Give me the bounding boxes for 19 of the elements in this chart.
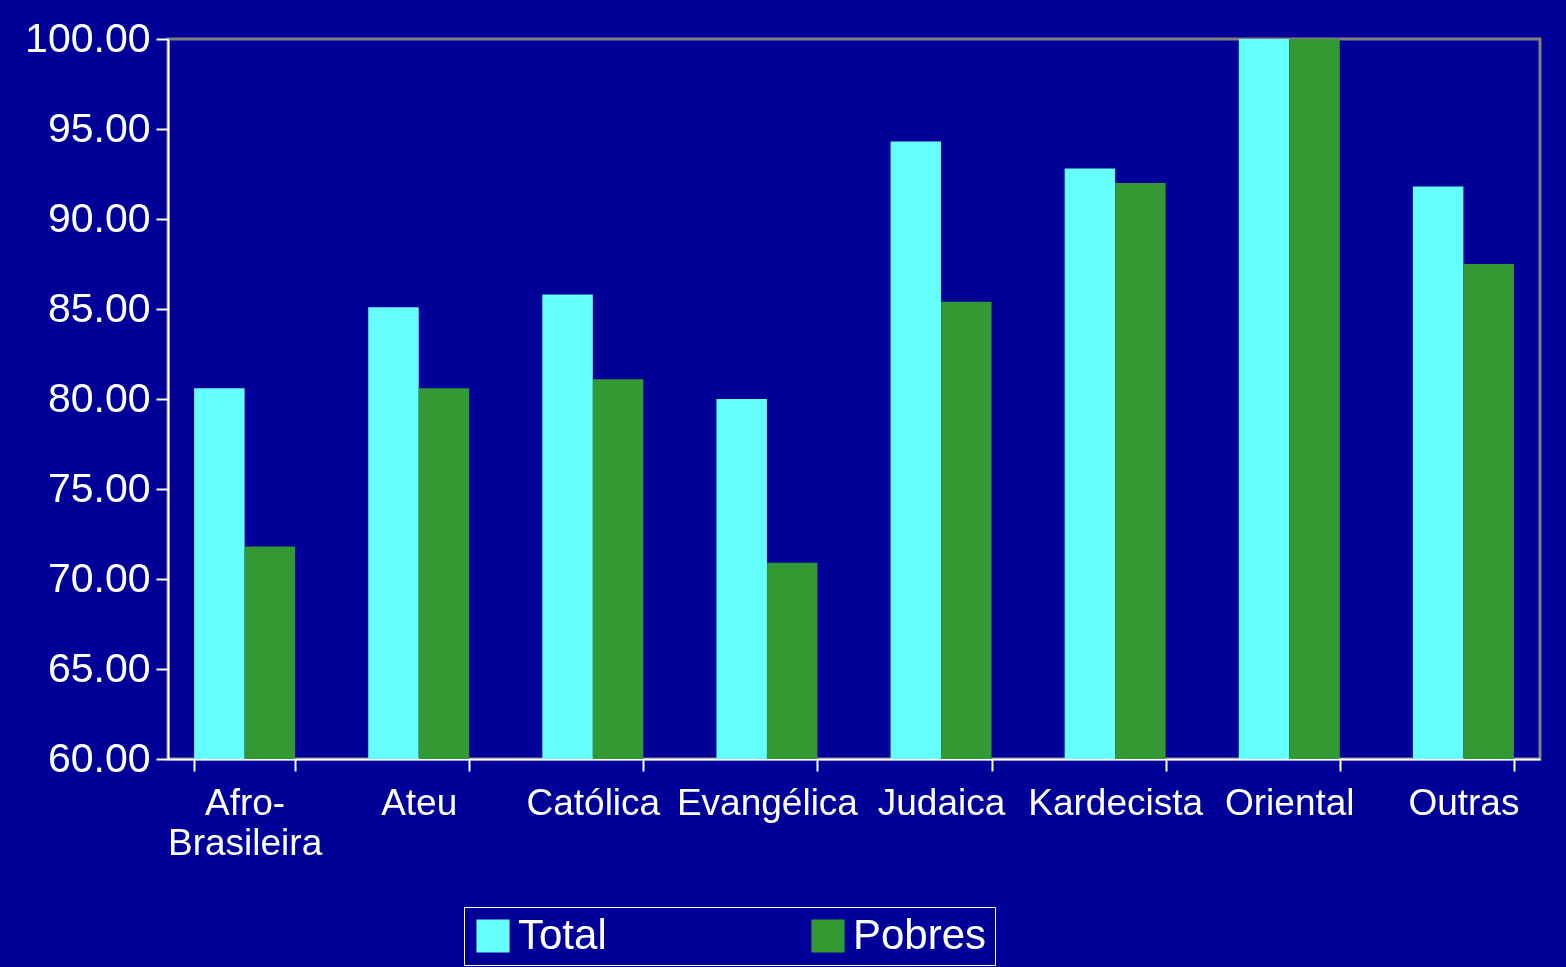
x-tick-label: Afro-Brasileira: [168, 781, 323, 863]
y-tick-label: 70.00: [47, 554, 151, 601]
x-tick-label: Kardecista: [1028, 781, 1204, 823]
legend-label: Total: [518, 911, 607, 958]
y-tick-label: 60.00: [47, 734, 151, 781]
y-tick-label: 100.00: [25, 14, 151, 61]
x-tick-label: Oriental: [1225, 781, 1355, 823]
y-tick-label: 80.00: [47, 374, 151, 421]
x-tick-label: Judaica: [877, 781, 1006, 823]
y-tick-label: 75.00: [47, 464, 151, 511]
x-tick-label: Ateu: [381, 781, 458, 823]
x-tick-label: Católica: [526, 781, 661, 823]
y-tick-label: 95.00: [47, 104, 151, 151]
x-tick-label: Outras: [1408, 781, 1520, 823]
y-tick-label: 85.00: [47, 284, 151, 331]
legend-label: Pobres: [853, 911, 987, 958]
y-tick-label: 90.00: [47, 194, 151, 241]
x-tick-label: Evangélica: [676, 781, 859, 823]
y-tick-label: 65.00: [47, 644, 151, 691]
